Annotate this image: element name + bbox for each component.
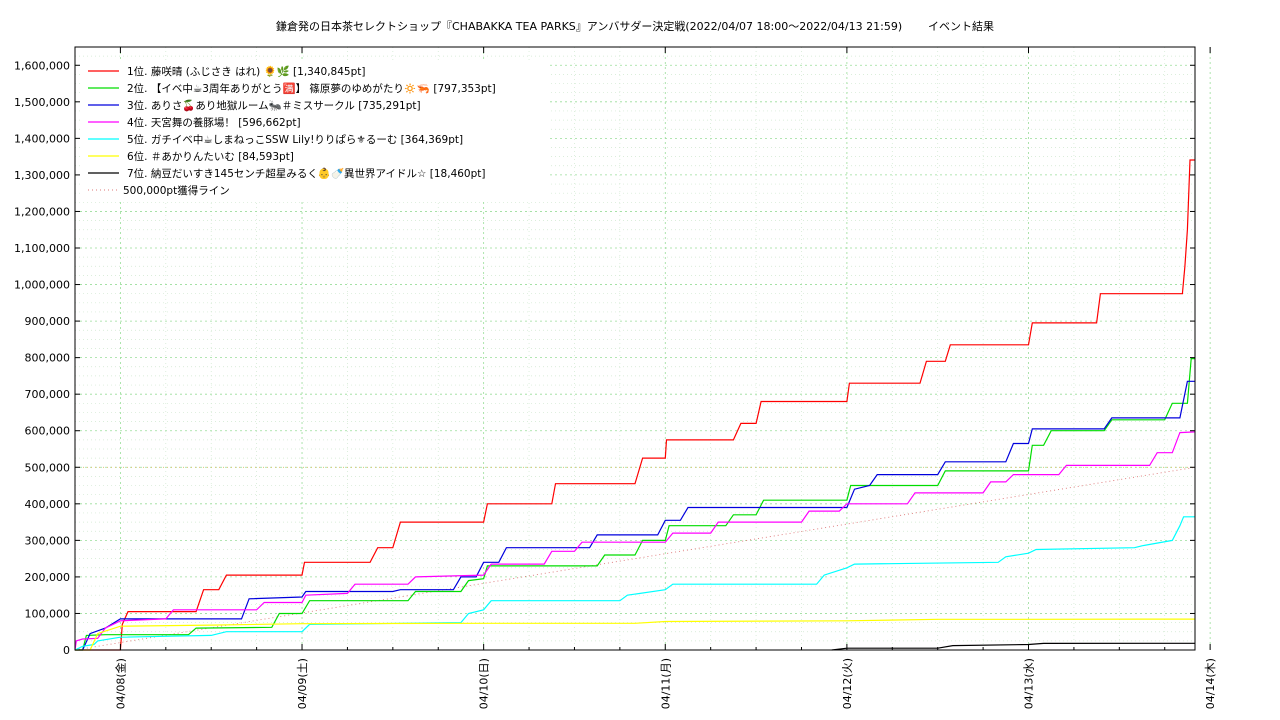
y-tick-label: 700,000 <box>25 388 71 401</box>
y-tick-label: 100,000 <box>25 607 71 620</box>
x-tick-label: 04/13(水) <box>1023 658 1036 709</box>
series-line-4 <box>74 431 1196 651</box>
legend-background <box>80 60 550 202</box>
axes: 0 100,000 200,000 300,000 400,000 500,000 600,… <box>14 47 1217 709</box>
legend-label: 3位. ありさ🍒あり地獄ルーム🐜＃ミスサークル [735,291pt] <box>127 99 421 112</box>
legend-label: 5位. ガチイベ中☕しまねっこSSW Lily!りりぱら⚜るーむ [364,36… <box>127 133 463 146</box>
y-tick-label: 800,000 <box>25 352 71 365</box>
y-tick-label: 1,100,000 <box>14 242 70 255</box>
legend-label: 500,000pt獲得ライン <box>123 184 230 197</box>
y-tick-label: 500,000 <box>25 461 71 474</box>
series-line-2 <box>75 358 1195 651</box>
legend-label: 4位. 天宮舞の養豚場！ [596,662pt] <box>127 116 301 129</box>
series-line-3 <box>75 380 1195 651</box>
threshold-lines <box>74 466 1196 651</box>
y-tick-label: 200,000 <box>25 571 71 584</box>
legend-label: 7位. 納豆だいすき145センチ超星みるく👶🍼異世界アイドル☆ [18,460p… <box>127 167 485 180</box>
legend: 1位. 藤咲晴 (ふじさき はれ) 🌻🌿 [1,340,845pt] 2位. 【イ… <box>80 60 550 202</box>
chart-subtitle: イベント結果 <box>928 19 994 33</box>
series-line-6 <box>75 618 1196 651</box>
y-tick-label: 1,000,000 <box>14 279 70 292</box>
legend-label: 1位. 藤咲晴 (ふじさき はれ) 🌻🌿 [1,340,845pt] <box>127 65 365 78</box>
y-tick-label: 400,000 <box>25 498 71 511</box>
x-tick-label: 04/12(火) <box>841 658 854 709</box>
x-tick-label: 04/11(月) <box>659 658 672 709</box>
y-tick-label: 1,600,000 <box>14 59 70 72</box>
x-tick-label: 04/14(木) <box>1204 658 1217 709</box>
plot-frame <box>74 46 1196 651</box>
y-tick-label: 0 <box>63 644 70 657</box>
x-tick-label: 04/08(金) <box>113 658 127 709</box>
y-tick-label: 1,500,000 <box>14 96 70 109</box>
chart-title: 鎌倉発の日本茶セレクトショップ『CHABAKKA TEA PARKS』アンバサダ… <box>276 19 902 33</box>
x-tick-label: 04/10(日) <box>478 658 491 709</box>
y-tick-label: 1,400,000 <box>14 132 70 145</box>
x-tick-label: 04/09(土) <box>296 658 309 709</box>
series-line-7 <box>831 642 1196 651</box>
series-lines <box>74 159 1196 651</box>
series-line-1 <box>75 159 1195 651</box>
y-tick-label: 300,000 <box>25 534 71 547</box>
y-tick-label: 1,200,000 <box>14 205 70 218</box>
series-line-5 <box>74 516 1195 651</box>
y-tick-label: 600,000 <box>25 425 71 438</box>
y-tick-label: 1,300,000 <box>14 169 70 182</box>
legend-label: 2位. 【イベ中☕3周年ありがとう🈵】 篠原夢のゆめがたり🔅🦐 [797,353… <box>127 82 496 95</box>
legend-label: 6位. ＃あかりんたいむ [84,593pt] <box>127 150 294 163</box>
y-tick-label: 900,000 <box>25 315 71 328</box>
